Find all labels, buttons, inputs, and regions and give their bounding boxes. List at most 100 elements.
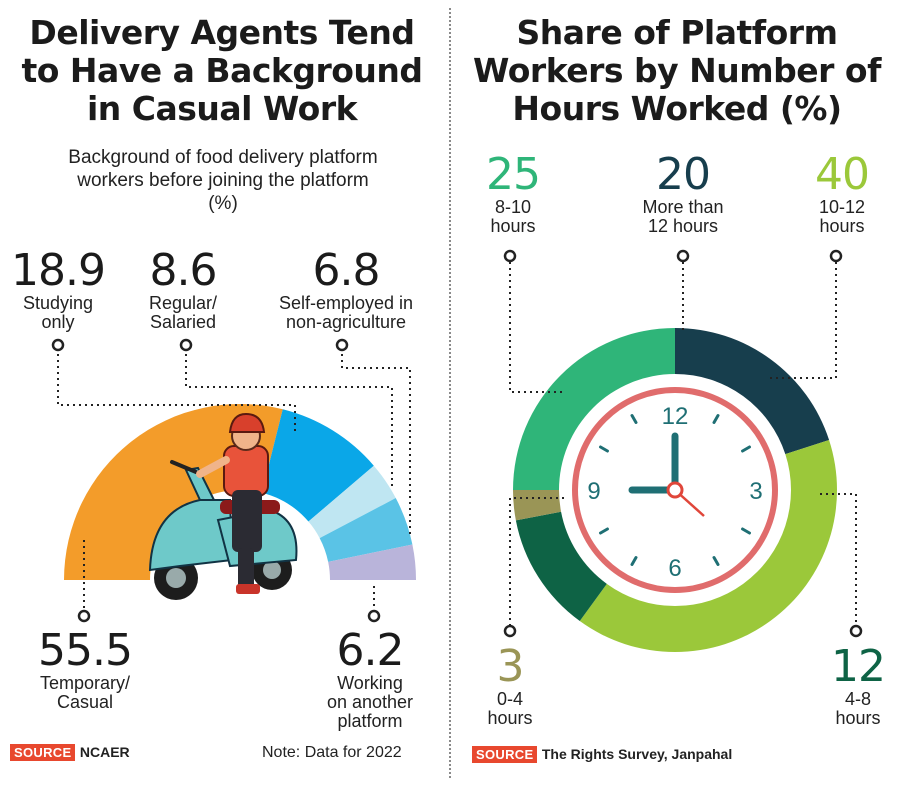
label-0-4-hours: 3 0-4 hours [468, 644, 552, 728]
clock-number-6: 6 [668, 555, 681, 582]
value-regular: 8.6 [149, 245, 218, 296]
name-0-4-2: hours [487, 708, 533, 728]
name-more-than-12-1: More than [642, 197, 724, 217]
dot-4-8 [849, 624, 863, 638]
label-temporary: 55.5 Temporary/ Casual [20, 628, 150, 712]
name-another-platform-1: Working [337, 673, 403, 693]
name-regular-2: Salaried [149, 312, 217, 332]
left-source-text: NCAER [79, 744, 130, 760]
right-leader-dots [503, 249, 863, 638]
clock-number-9: 9 [587, 478, 600, 505]
right-leader-lines [509, 262, 857, 626]
clock-tick-10 [599, 445, 609, 453]
name-studying-2: only [41, 312, 75, 332]
left-source-badge: SOURCE [10, 744, 76, 761]
leader-regular [185, 348, 393, 490]
right-source-text: The Rights Survey, Janpahal [541, 746, 733, 762]
value-10-12-hours: 40 [815, 149, 870, 200]
leader-10-12 [768, 262, 837, 379]
leader-8-10 [509, 262, 566, 393]
dot-another-platform [367, 609, 381, 623]
value-more-than-12: 20 [656, 149, 711, 200]
leader-4-8 [820, 493, 857, 626]
value-temporary: 55.5 [38, 625, 133, 676]
leader-self-employed [341, 348, 411, 537]
clock-tick-2 [741, 445, 751, 453]
label-another-platform: 6.2 Working on another platform [300, 628, 440, 731]
right-source: SOURCE The Rights Survey, Janpahal [472, 746, 732, 764]
donut-wedge-10-12-hours [579, 439, 838, 652]
name-0-4-1: 0-4 [496, 689, 523, 709]
panel-divider [449, 8, 451, 778]
name-10-12-1: 10-12 [818, 197, 866, 217]
right-title-line-2: Workers by Number of [473, 51, 881, 90]
name-4-8-1: 4-8 [844, 689, 871, 709]
name-another-platform-2: on another [326, 692, 414, 712]
value-another-platform: 6.2 [336, 625, 405, 676]
value-8-10-hours: 25 [486, 149, 541, 200]
leader-studying [57, 348, 296, 432]
name-another-platform-3: platform [337, 711, 403, 731]
clock-center [666, 481, 684, 499]
label-self-employed: 6.8 Self-employed in non-agriculture [256, 248, 436, 332]
semi-wedge-working-on-another-platform [328, 544, 416, 580]
scooter-rider-illustration [148, 412, 298, 600]
donut-wedge-0-4-hours [513, 490, 562, 521]
left-subtitle-line-1: Background of food delivery platform [68, 147, 378, 168]
left-source: SOURCE NCAER [10, 744, 130, 762]
left-leader-lines [57, 348, 411, 610]
name-10-12-2: hours [819, 216, 865, 236]
left-title-line-3: in Casual Work [86, 89, 358, 128]
value-studying: 18.9 [11, 245, 106, 296]
left-chart-title: Delivery Agents Tend to Have a Backgroun… [0, 14, 444, 128]
clock-ticks [599, 414, 751, 566]
right-source-badge: SOURCE [472, 746, 538, 763]
name-temporary-1: Temporary/ [39, 673, 131, 693]
label-regular: 8.6 Regular/ Salaried [133, 248, 233, 332]
left-subtitle-line-3: (%) [208, 193, 238, 214]
label-studying: 18.9 Studying only [8, 248, 108, 332]
right-title-line-1: Share of Platform [516, 13, 838, 52]
right-chart-title: Share of Platform Workers by Number of H… [454, 14, 900, 128]
left-subtitle-line-2: workers before joining the platform [77, 170, 369, 191]
donut-wedge-8-10-hours [513, 328, 675, 490]
donut-wedge-4-8-hours [515, 511, 607, 622]
name-self-employed-1: Self-employed in [278, 293, 414, 313]
dot-regular [179, 338, 193, 352]
clock-face: 12 3 6 9 [572, 387, 778, 593]
left-note: Note: Data for 2022 [262, 744, 402, 761]
label-10-12-hours: 40 10-12 hours [800, 152, 884, 236]
left-leader-dots [51, 338, 381, 623]
left-title-line-1: Delivery Agents Tend [29, 13, 415, 52]
semi-wedge-regular-salaried [319, 498, 413, 562]
label-more-than-12: 20 More than 12 hours [620, 152, 746, 236]
clock-tick-4 [741, 527, 751, 535]
name-8-10-1: 8-10 [494, 197, 532, 217]
dot-studying [51, 338, 65, 352]
clock-number-12: 12 [662, 403, 689, 430]
clock-tick-8 [599, 527, 609, 535]
name-studying-1: Studying [22, 293, 94, 313]
clock-tick-11 [630, 414, 638, 424]
label-4-8-hours: 12 4-8 hours [816, 644, 900, 728]
name-regular-1: Regular/ [148, 293, 218, 313]
label-8-10-hours: 25 8-10 hours [468, 152, 558, 236]
name-temporary-2: Casual [56, 692, 114, 712]
name-more-than-12-2: 12 hours [647, 216, 719, 236]
dot-more-than-12 [676, 249, 690, 263]
right-title-line-3: Hours Worked (%) [512, 89, 842, 128]
value-4-8-hours: 12 [831, 641, 886, 692]
semi-wedge-self-employed-in-non-agriculture [308, 465, 396, 539]
leader-0-4 [509, 497, 564, 626]
clock-number-3: 3 [749, 478, 762, 505]
left-title-line-2: to Have a Background [21, 51, 423, 90]
clock-tick-1 [712, 414, 720, 424]
donut-wedge-more-than-12-hours [675, 328, 830, 455]
dot-0-4 [503, 624, 517, 638]
value-0-4-hours: 3 [496, 641, 525, 692]
dot-8-10 [503, 249, 517, 263]
dot-10-12 [829, 249, 843, 263]
dot-temporary [77, 609, 91, 623]
clock-tick-7 [630, 556, 638, 566]
